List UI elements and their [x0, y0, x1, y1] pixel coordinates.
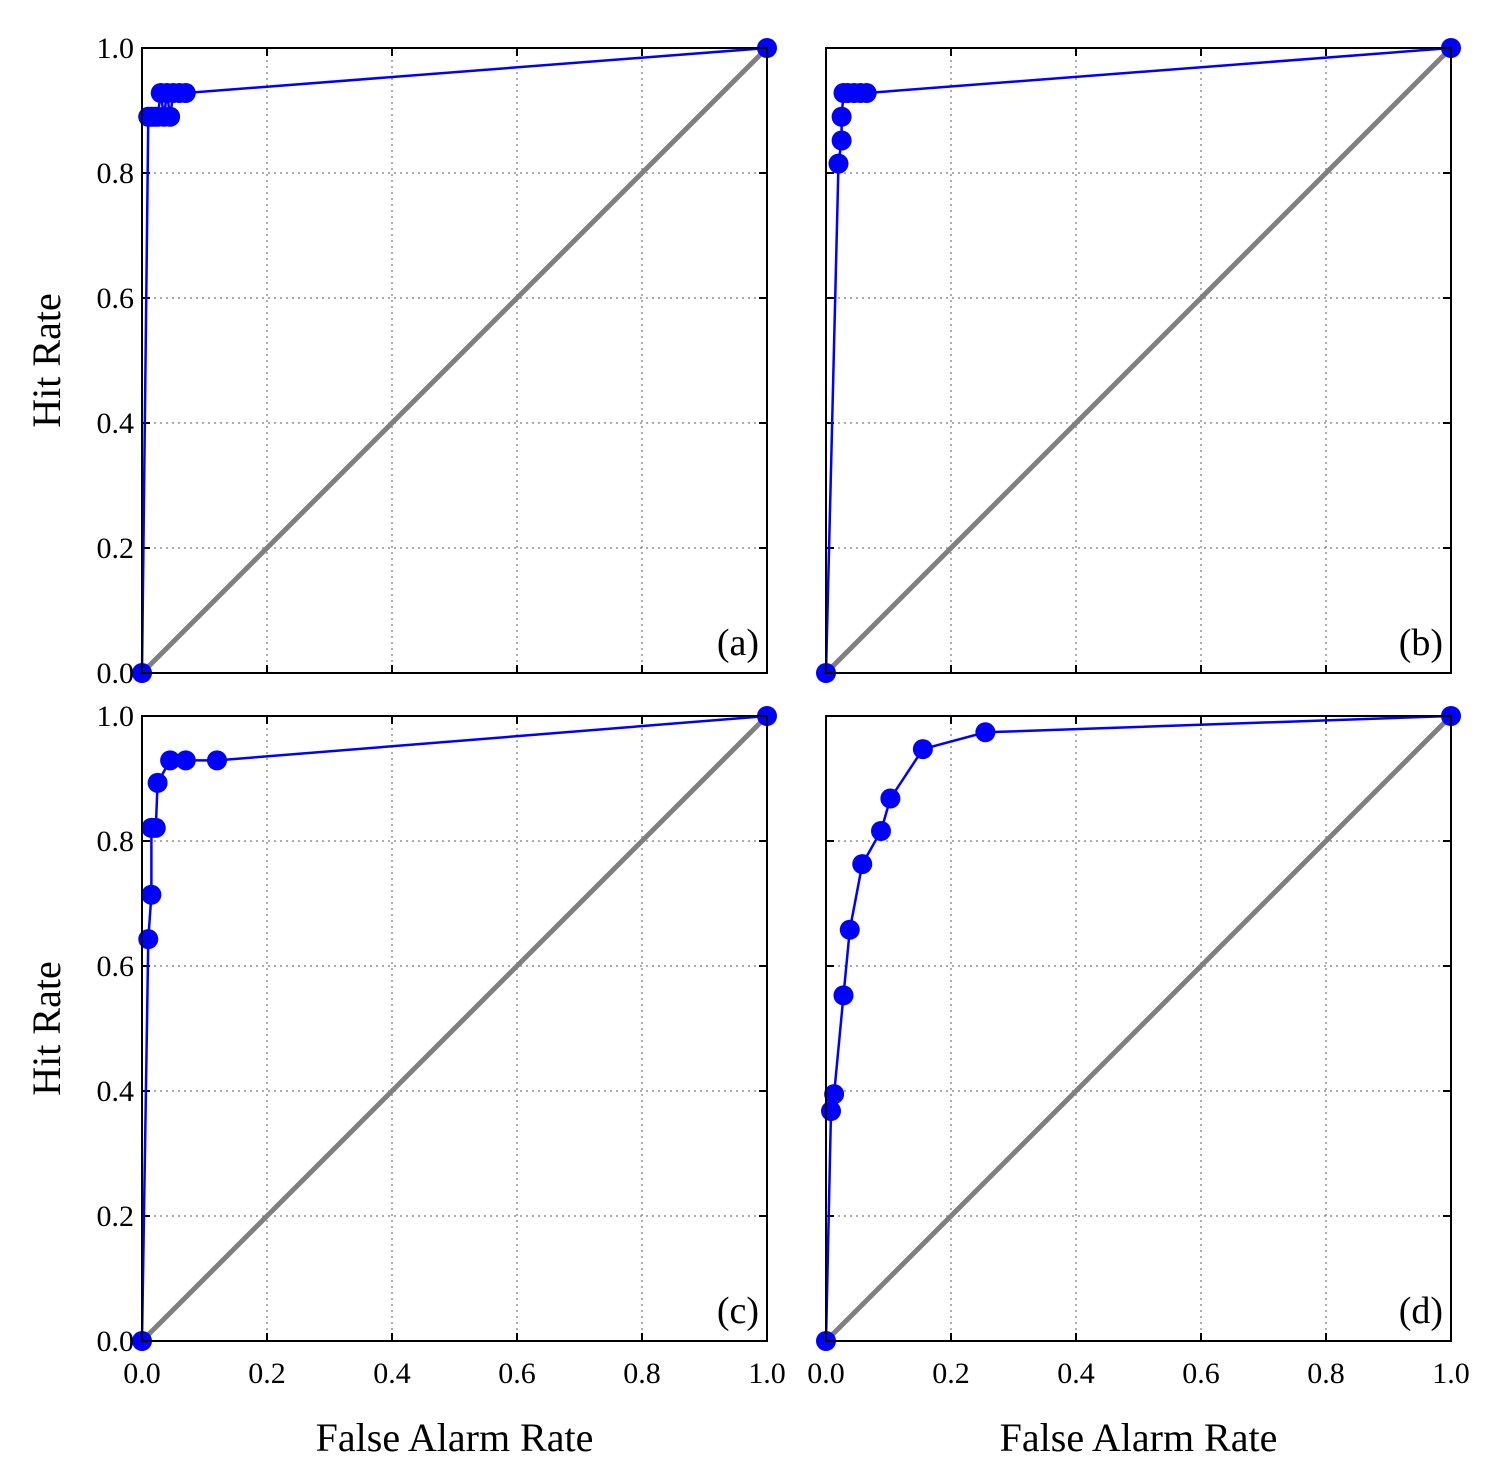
roc-panel-c: 0.0 0.2 0.4 0.6 0.8 1.0 0.0 0.2 0.4 0.6 0.8 1.0 (c) H… [24, 700, 786, 1460]
chance-diagonal-line [140, 714, 769, 1343]
roc-point [138, 929, 159, 950]
y-tick-label: 0.4 [97, 407, 135, 440]
roc-point [880, 788, 901, 809]
chance-diagonal-line [140, 46, 769, 675]
roc-point [207, 750, 227, 771]
y-tick-label: 0.0 [97, 657, 135, 690]
panel-label: (a) [717, 622, 759, 664]
x-tick-label: 1.0 [1432, 1357, 1470, 1390]
roc-point [141, 884, 162, 905]
roc-point [856, 83, 877, 103]
x-tick-label: 0.6 [1182, 1357, 1220, 1390]
y-tick-label: 0.0 [97, 1325, 135, 1358]
roc-point [831, 106, 852, 127]
roc-point [831, 130, 852, 151]
y-tick-label: 0.8 [97, 825, 135, 858]
x-tick-label: 0.4 [1057, 1357, 1095, 1390]
plot-frame [825, 715, 1452, 1342]
y-tick-label: 0.2 [97, 1200, 135, 1233]
y-tick-label: 0.8 [97, 157, 135, 190]
plot-frame [141, 47, 768, 674]
roc-series-line [140, 714, 768, 1342]
roc-point [852, 854, 873, 875]
plot-frame [141, 715, 768, 1342]
roc-point [839, 919, 860, 940]
roc-point [147, 772, 168, 793]
roc-point [833, 985, 854, 1006]
roc-point [871, 821, 891, 841]
chance-diagonal-line [824, 46, 1453, 675]
roc-point [160, 106, 181, 127]
panel-label: (d) [1399, 1290, 1443, 1332]
x-axis-title: False Alarm Rate [1000, 1415, 1278, 1460]
roc-point [160, 750, 181, 771]
x-axis-title: False Alarm Rate [316, 1415, 594, 1460]
roc-point [824, 1084, 845, 1105]
plot-frame [825, 47, 1452, 674]
x-tick-label: 0.8 [623, 1357, 661, 1390]
x-tick-label: 0.6 [498, 1357, 536, 1390]
y-tick-label: 0.2 [97, 532, 135, 565]
roc-point [175, 83, 196, 103]
roc-point [175, 750, 196, 771]
y-tick-label: 0.4 [97, 1075, 135, 1108]
y-tick-label: 0.6 [97, 950, 135, 983]
x-tick-label: 0.0 [123, 1357, 161, 1390]
roc-point [145, 817, 166, 838]
roc-panel-a: 0.0 0.2 0.4 0.6 0.8 1.0 (a) Hit Rate [24, 32, 777, 690]
y-axis-title: Hit Rate [24, 293, 69, 427]
y-tick-label: 0.6 [97, 282, 135, 315]
x-tick-label: 1.0 [748, 1357, 786, 1390]
roc-panel-d: 0.0 0.2 0.4 0.6 0.8 1.0 (d) False Alarm Rate [807, 706, 1470, 1460]
x-tick-label: 0.0 [807, 1357, 845, 1390]
panel-label: (c) [717, 1290, 759, 1332]
roc-point [821, 1101, 841, 1121]
x-tick-label: 0.2 [248, 1357, 286, 1390]
roc-point [912, 739, 933, 760]
x-tick-label: 0.8 [1307, 1357, 1345, 1390]
roc-point [828, 153, 849, 174]
x-tick-label: 0.4 [373, 1357, 411, 1390]
y-tick-label: 1.0 [97, 32, 135, 65]
roc-point [975, 722, 996, 743]
roc-panel-b: (b) [816, 38, 1461, 683]
y-axis-title: Hit Rate [24, 961, 69, 1095]
panel-label: (b) [1399, 622, 1443, 664]
x-tick-label: 0.2 [932, 1357, 970, 1390]
y-tick-label: 1.0 [97, 700, 135, 733]
chance-diagonal-line [824, 714, 1453, 1343]
